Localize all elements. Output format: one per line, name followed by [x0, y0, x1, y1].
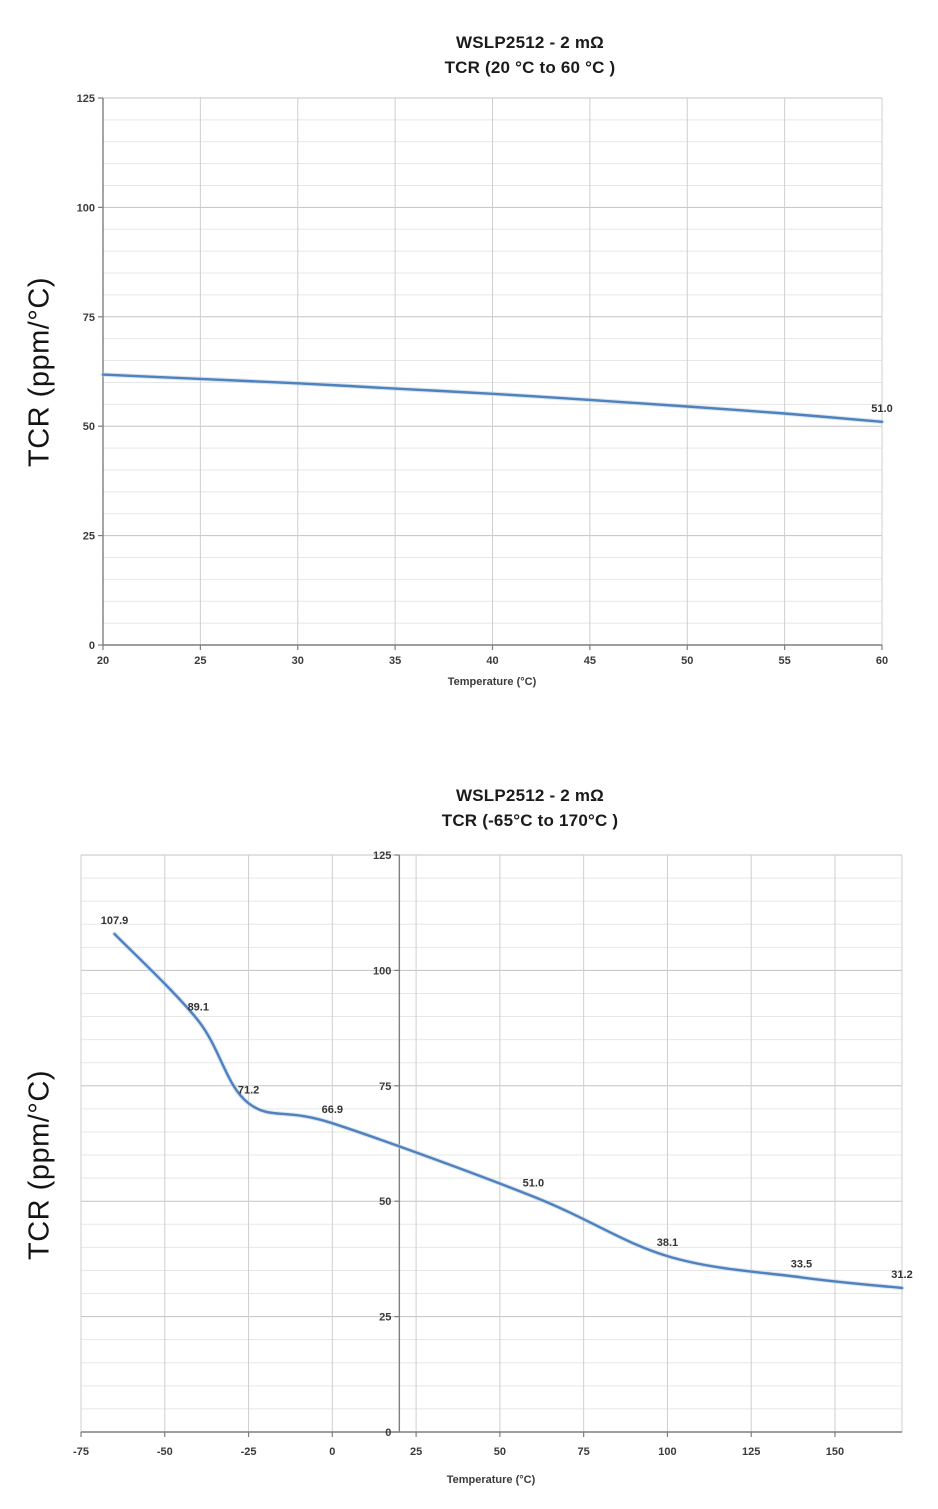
data-label: 107.9 — [101, 915, 129, 927]
chart-title-line1: WSLP2512 - 2 mΩ — [456, 786, 604, 805]
y-tick-label: 75 — [83, 312, 95, 324]
data-label: 66.9 — [322, 1104, 343, 1116]
data-label: 89.1 — [188, 1002, 209, 1014]
x-tick-label: 25 — [194, 655, 206, 667]
x-tick-label: 0 — [329, 1446, 335, 1458]
series-line-halo — [112, 931, 905, 1291]
chart-title-line2: TCR (-65°C to 170°C ) — [441, 811, 619, 830]
y-tick-label: 125 — [373, 850, 391, 862]
x-tick-label: -75 — [73, 1446, 89, 1458]
series-line — [113, 932, 904, 1290]
x-tick-label: 100 — [658, 1446, 676, 1458]
y-tick-label: 25 — [379, 1312, 391, 1324]
y-tick-label: 0 — [385, 1427, 391, 1439]
data-label: 51.0 — [523, 1178, 544, 1190]
x-tick-label: -50 — [157, 1446, 173, 1458]
y-tick-label: 75 — [379, 1081, 391, 1093]
x-axis-title: Temperature (°C) — [447, 676, 537, 688]
y-tick-label: 50 — [83, 421, 95, 433]
chart-title: WSLP2512 - 2 mΩ TCR (20 °C to 60 °C ) — [120, 30, 938, 80]
y-tick-label: 100 — [373, 965, 391, 977]
x-tick-label: 50 — [494, 1446, 506, 1458]
chart-title-line2: TCR (20 °C to 60 °C ) — [444, 58, 616, 77]
x-tick-label: 50 — [681, 655, 693, 667]
data-label: 51.0 — [871, 403, 892, 415]
chart-title: WSLP2512 - 2 mΩ TCR (-65°C to 170°C ) — [120, 783, 938, 833]
series-line — [101, 373, 884, 423]
chart-title-line1: WSLP2512 - 2 mΩ — [456, 33, 604, 52]
x-tick-label: 30 — [292, 655, 304, 667]
y-tick-label: 25 — [83, 531, 95, 543]
y-tick-label: 100 — [77, 202, 95, 214]
chart-tcr-65-170: WSLP2512 - 2 mΩ TCR (-65°C to 170°C ) TC… — [0, 710, 938, 1509]
chart-plot-area: 20 25 30 35 40 45 50 55 60 0 25 50 75 100 125 51.0 — [77, 93, 893, 667]
chart-tcr-20-60: WSLP2512 - 2 mΩ TCR (20 °C to 60 °C ) TC… — [0, 0, 938, 710]
x-tick-label: 40 — [486, 655, 498, 667]
x-tick-label: 60 — [876, 655, 888, 667]
data-label: 33.5 — [791, 1258, 812, 1270]
data-label: 38.1 — [657, 1237, 678, 1249]
x-tick-label: 150 — [826, 1446, 844, 1458]
data-label: 31.2 — [891, 1269, 912, 1281]
x-tick-label: 25 — [410, 1446, 422, 1458]
x-tick-label: 35 — [389, 655, 401, 667]
x-axis-title: Temperature (°C) — [446, 1474, 536, 1486]
x-tick-label: 55 — [779, 655, 791, 667]
x-tick-label: 20 — [97, 655, 109, 667]
x-tick-label: 125 — [742, 1446, 760, 1458]
y-tick-label: 125 — [77, 93, 95, 105]
x-tick-label: 75 — [578, 1446, 590, 1458]
y-tick-label: 0 — [89, 640, 95, 652]
data-label: 71.2 — [238, 1084, 259, 1096]
chart-plot-area: -75 -50 -25 0 25 50 75 100 125 150 0 25 50 75 100 125 10… — [73, 850, 913, 1458]
y-tick-label: 50 — [379, 1196, 391, 1208]
x-tick-label: -25 — [241, 1446, 257, 1458]
x-tick-label: 45 — [584, 655, 596, 667]
